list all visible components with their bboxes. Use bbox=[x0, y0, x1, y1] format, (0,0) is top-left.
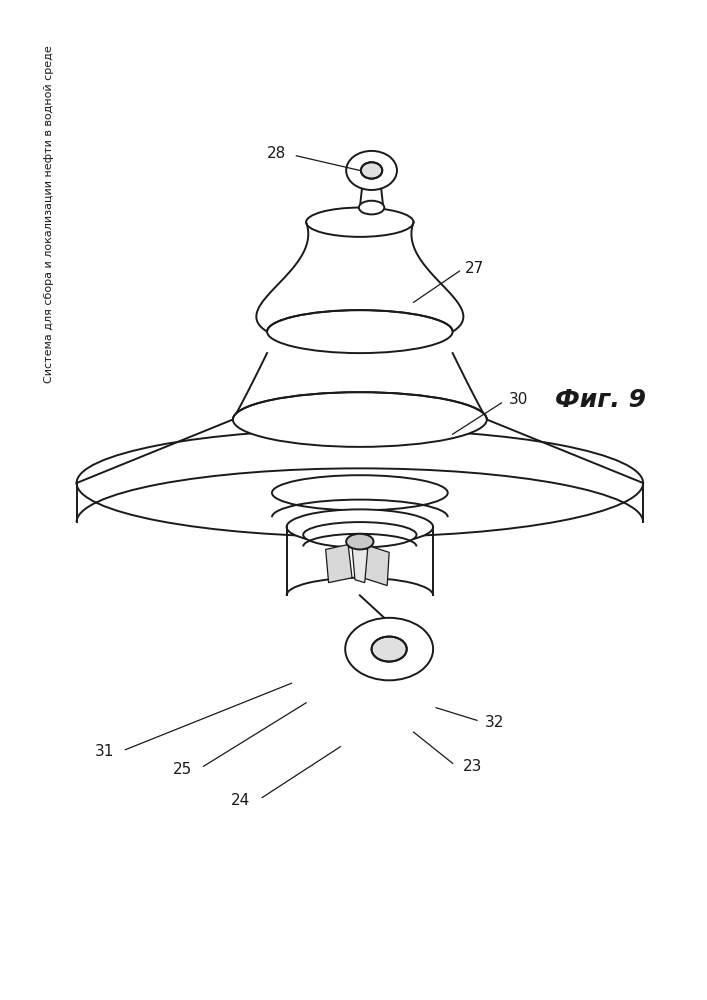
Polygon shape bbox=[326, 545, 352, 583]
Ellipse shape bbox=[286, 509, 433, 545]
Polygon shape bbox=[363, 545, 389, 586]
Ellipse shape bbox=[303, 522, 416, 547]
Ellipse shape bbox=[306, 208, 414, 237]
Text: 23: 23 bbox=[462, 759, 481, 774]
Ellipse shape bbox=[267, 310, 452, 353]
Text: 28: 28 bbox=[267, 146, 286, 161]
Ellipse shape bbox=[272, 475, 448, 510]
Ellipse shape bbox=[361, 162, 382, 179]
Ellipse shape bbox=[346, 151, 397, 190]
Ellipse shape bbox=[372, 637, 407, 662]
Text: 27: 27 bbox=[465, 261, 484, 276]
Text: Система для сбора и локализации нефти в водной среде: Система для сбора и локализации нефти в … bbox=[45, 46, 54, 383]
Ellipse shape bbox=[346, 534, 373, 549]
Text: 25: 25 bbox=[173, 762, 192, 777]
Ellipse shape bbox=[76, 429, 643, 537]
Text: 30: 30 bbox=[508, 392, 527, 407]
Polygon shape bbox=[352, 547, 368, 583]
Text: 31: 31 bbox=[94, 744, 114, 759]
Text: Фиг. 9: Фиг. 9 bbox=[555, 388, 646, 412]
Text: 24: 24 bbox=[231, 793, 250, 808]
Ellipse shape bbox=[359, 201, 385, 214]
Ellipse shape bbox=[233, 392, 487, 447]
Ellipse shape bbox=[345, 618, 433, 680]
Text: 32: 32 bbox=[485, 715, 504, 730]
